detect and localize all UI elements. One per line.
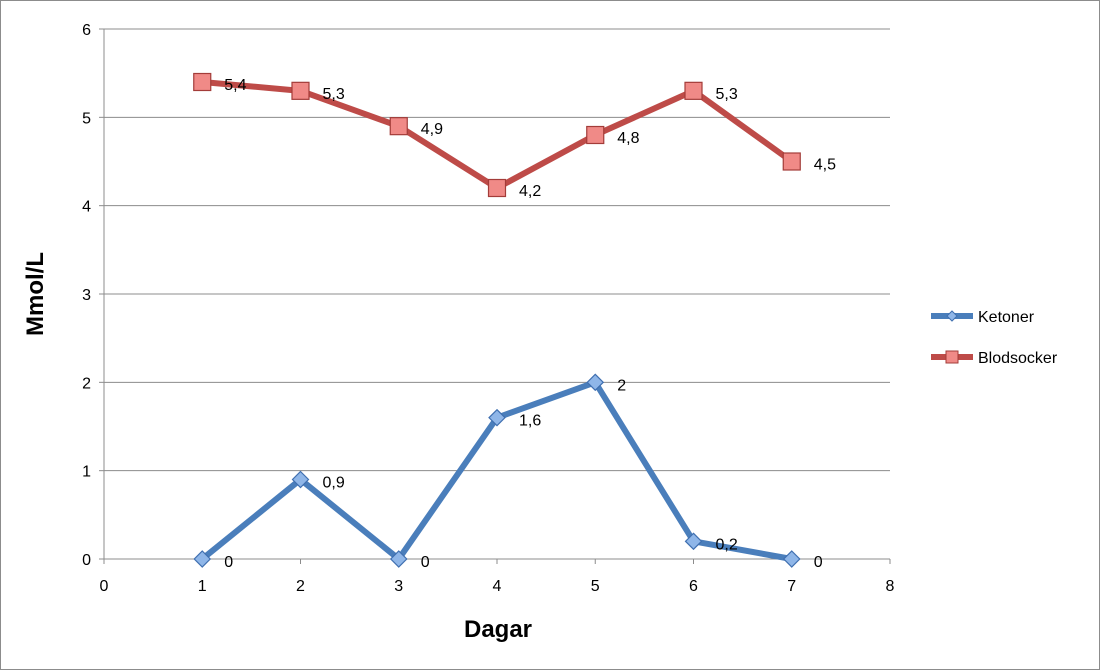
data-point-ketoner — [193, 550, 212, 568]
data-point-blodsocker — [487, 178, 507, 198]
gridlines — [99, 28, 891, 564]
legend-marker-ketoner — [946, 310, 958, 322]
data-point-blodsocker — [389, 117, 408, 136]
x-tick-label: 7 — [787, 578, 796, 595]
data-label-blodsocker: 4,2 — [519, 183, 541, 200]
x-tick-label: 4 — [493, 578, 502, 595]
x-tick-label: 0 — [100, 578, 109, 595]
data-point-ketoner — [488, 408, 506, 427]
data-point-blodsocker — [586, 125, 605, 145]
y-tick-label: 2 — [82, 375, 91, 392]
data-labels: 0 0,9 0 1,6 2 0,2 0 5,4 5,3 4,9 4,2 4,8 5,3 4,5 — [224, 77, 836, 571]
legend-item-blodsocker: Blodsocker — [931, 350, 1058, 367]
legend-label-blodsocker: Blodsocker — [978, 350, 1058, 367]
data-label-ketoner: 0 — [814, 554, 823, 571]
data-label-ketoner: 2 — [617, 377, 626, 394]
y-axis-title: Mmol/L — [22, 252, 49, 336]
legend-item-ketoner: Ketoner — [931, 309, 1035, 326]
data-point-blodsocker — [193, 72, 212, 92]
legend: Ketoner Blodsocker — [931, 309, 1058, 367]
y-tick-label: 3 — [82, 287, 91, 304]
data-label-ketoner: 0,9 — [323, 475, 345, 492]
data-label-ketoner: 0 — [224, 554, 233, 571]
data-label-blodsocker: 4,9 — [421, 121, 443, 138]
x-tick-label: 5 — [591, 578, 600, 595]
y-tick-label: 4 — [82, 199, 91, 216]
axes — [103, 29, 890, 560]
data-label-blodsocker: 4,8 — [617, 130, 639, 147]
data-label-ketoner: 0 — [421, 554, 430, 571]
data-label-blodsocker: 4,5 — [814, 157, 836, 174]
y-tick-label: 0 — [82, 552, 91, 569]
data-point-ketoner — [586, 373, 605, 392]
data-point-ketoner — [389, 550, 408, 568]
legend-label-ketoner: Ketoner — [978, 309, 1035, 326]
series-line-blodsocker — [201, 79, 794, 191]
y-tick-label: 5 — [82, 110, 91, 127]
x-tick-label: 8 — [886, 578, 895, 595]
data-point-ketoner — [684, 532, 703, 551]
data-point-blodsocker — [291, 81, 310, 100]
data-point-ketoner — [782, 550, 801, 568]
data-point-ketoner — [291, 470, 310, 489]
x-tick-label: 2 — [296, 578, 305, 595]
data-label-blodsocker: 5,3 — [323, 86, 345, 103]
series — [193, 72, 801, 568]
legend-marker-blodsocker — [945, 350, 959, 364]
x-tick-label: 1 — [198, 578, 207, 595]
y-tick-label: 1 — [82, 464, 91, 481]
data-point-blodsocker — [684, 81, 703, 100]
x-tick-label: 6 — [689, 578, 698, 595]
y-tick-label: 6 — [82, 22, 91, 39]
x-tick-label: 3 — [394, 578, 403, 595]
x-axis-title: Dagar — [464, 616, 532, 643]
data-label-blodsocker: 5,3 — [716, 86, 738, 103]
data-point-blodsocker — [782, 152, 801, 171]
series-ketoner — [193, 373, 801, 568]
data-label-blodsocker: 5,4 — [224, 77, 246, 94]
data-label-ketoner: 0,2 — [716, 536, 738, 553]
data-label-ketoner: 1,6 — [519, 413, 541, 430]
series-blodsocker — [193, 72, 801, 198]
